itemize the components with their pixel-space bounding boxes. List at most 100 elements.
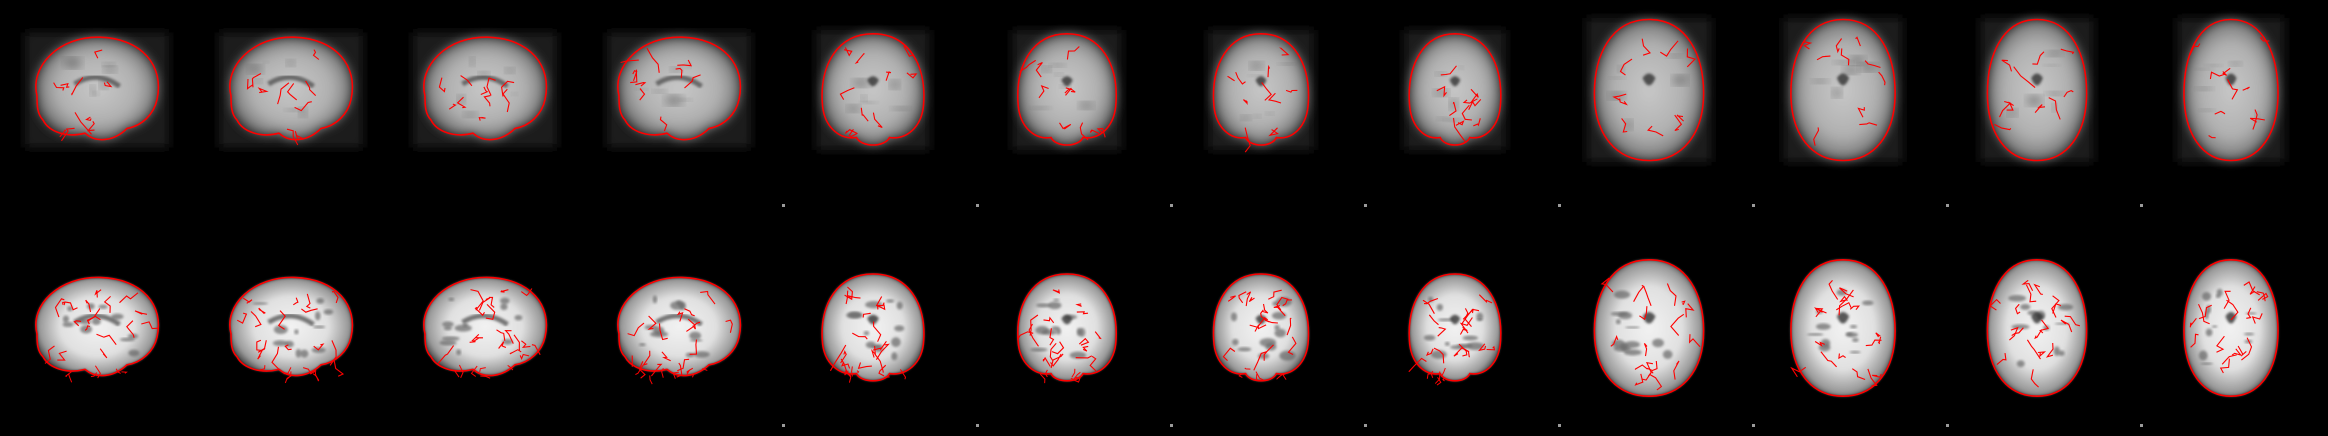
axial-slice-9 bbox=[1586, 18, 1712, 162]
internal-structures bbox=[847, 76, 910, 112]
registration-contour bbox=[423, 36, 548, 141]
cell-marker bbox=[782, 204, 785, 207]
cell-marker bbox=[1752, 204, 1755, 207]
registration-contour bbox=[1986, 258, 2088, 398]
internal-structures bbox=[1609, 54, 1688, 130]
registration-contour bbox=[1593, 258, 1705, 398]
registration-contour bbox=[617, 36, 742, 141]
sagittal-slice-3 bbox=[413, 32, 557, 148]
registration-contour bbox=[1790, 258, 1896, 398]
brain-tissue bbox=[2184, 259, 2278, 397]
registration-contour bbox=[35, 36, 160, 142]
registration-contour bbox=[1408, 32, 1502, 146]
sagittal-slice-1 bbox=[25, 32, 169, 148]
internal-structures bbox=[252, 298, 334, 358]
cell-marker bbox=[2140, 424, 2143, 427]
axial-slice-10 bbox=[1783, 18, 1903, 162]
brain-tissue bbox=[229, 37, 353, 140]
sagittal-slice-4 bbox=[607, 32, 751, 148]
brain-tissue bbox=[1987, 19, 2087, 161]
registration-contour bbox=[1212, 32, 1310, 153]
coronal-slice-8 bbox=[1408, 273, 1502, 386]
brain-tissue bbox=[1213, 33, 1309, 145]
internal-structures bbox=[1812, 56, 1877, 98]
internal-structures bbox=[439, 297, 523, 356]
internal-structures bbox=[64, 58, 121, 96]
sagittal-slice-2 bbox=[219, 32, 363, 148]
coronal-slice-7 bbox=[1208, 30, 1314, 153]
internal-structures bbox=[62, 303, 140, 357]
cell-marker bbox=[1170, 424, 1173, 427]
coronal-slice-5 bbox=[816, 30, 930, 150]
registration-contour bbox=[423, 276, 548, 379]
cell-marker bbox=[782, 424, 785, 427]
axial-slice-12 bbox=[2183, 258, 2279, 398]
registration-contour bbox=[229, 36, 354, 146]
brain-tissue bbox=[822, 274, 924, 381]
brain-tissue bbox=[1017, 274, 1117, 381]
sagittal-slice-3 bbox=[423, 276, 548, 379]
coronal-slice-7 bbox=[1212, 273, 1310, 382]
coronal-slice-5 bbox=[821, 273, 925, 383]
axial-slice-11 bbox=[1986, 258, 2088, 398]
brain-tissue bbox=[822, 33, 924, 145]
brain-tissue bbox=[1790, 259, 1896, 397]
coronal-slice-8 bbox=[1404, 30, 1506, 150]
brain-tissue bbox=[617, 37, 741, 140]
registration-contour bbox=[2183, 18, 2279, 162]
brain-tissue bbox=[1594, 19, 1704, 161]
functional-row bbox=[25, 18, 2285, 207]
cell-marker bbox=[1946, 204, 1949, 207]
registration-contour bbox=[1986, 18, 2088, 162]
internal-structures bbox=[1032, 63, 1093, 110]
registration-contour bbox=[821, 273, 925, 383]
cell-marker bbox=[976, 424, 979, 427]
brain-tissue bbox=[1790, 19, 1896, 161]
registration-contour bbox=[1017, 273, 1117, 384]
anatomical-row bbox=[35, 258, 2279, 427]
cell-marker bbox=[1752, 424, 1755, 427]
internal-structures bbox=[2008, 294, 2074, 368]
brain-tissue bbox=[617, 277, 741, 376]
internal-structures bbox=[638, 295, 710, 358]
registration-contour bbox=[1790, 18, 1896, 162]
internal-structures bbox=[1030, 298, 1087, 359]
registration-contour bbox=[1017, 32, 1117, 146]
brain-tissue bbox=[1017, 33, 1117, 145]
registration-contour bbox=[1212, 273, 1310, 382]
cell-marker bbox=[1364, 424, 1367, 427]
axial-slice-9 bbox=[1593, 258, 1705, 398]
cell-marker bbox=[1364, 204, 1367, 207]
registration-contour bbox=[1408, 273, 1502, 386]
internal-structures bbox=[1610, 290, 1673, 359]
axial-slice-11 bbox=[1980, 18, 2094, 162]
cell-marker bbox=[1946, 424, 1949, 427]
coronal-slice-6 bbox=[1012, 30, 1122, 150]
brain-tissue bbox=[1409, 33, 1501, 145]
registration-contour bbox=[35, 276, 160, 383]
sagittal-slice-1 bbox=[35, 276, 160, 383]
axial-slice-12 bbox=[2177, 18, 2285, 162]
cell-marker bbox=[976, 204, 979, 207]
internal-structures bbox=[1807, 289, 1874, 354]
cell-marker bbox=[1170, 204, 1173, 207]
sagittal-slice-2 bbox=[229, 276, 354, 384]
internal-structures bbox=[1423, 296, 1485, 359]
cell-marker bbox=[1558, 424, 1561, 427]
internal-structures bbox=[846, 299, 905, 361]
internal-structures bbox=[1241, 62, 1295, 121]
cell-marker bbox=[2140, 204, 2143, 207]
registration-contour bbox=[617, 276, 742, 385]
registration-contour bbox=[2183, 258, 2279, 398]
internal-structures bbox=[2007, 51, 2063, 117]
registration-contour bbox=[229, 276, 354, 384]
coronal-slice-6 bbox=[1017, 273, 1117, 384]
brain-tissue bbox=[1409, 274, 1501, 381]
registration-contour bbox=[821, 32, 925, 146]
cell-marker bbox=[1558, 204, 1561, 207]
axial-slice-10 bbox=[1790, 258, 1896, 398]
sagittal-slice-4 bbox=[617, 276, 742, 385]
brain-tissue bbox=[1987, 259, 2087, 397]
